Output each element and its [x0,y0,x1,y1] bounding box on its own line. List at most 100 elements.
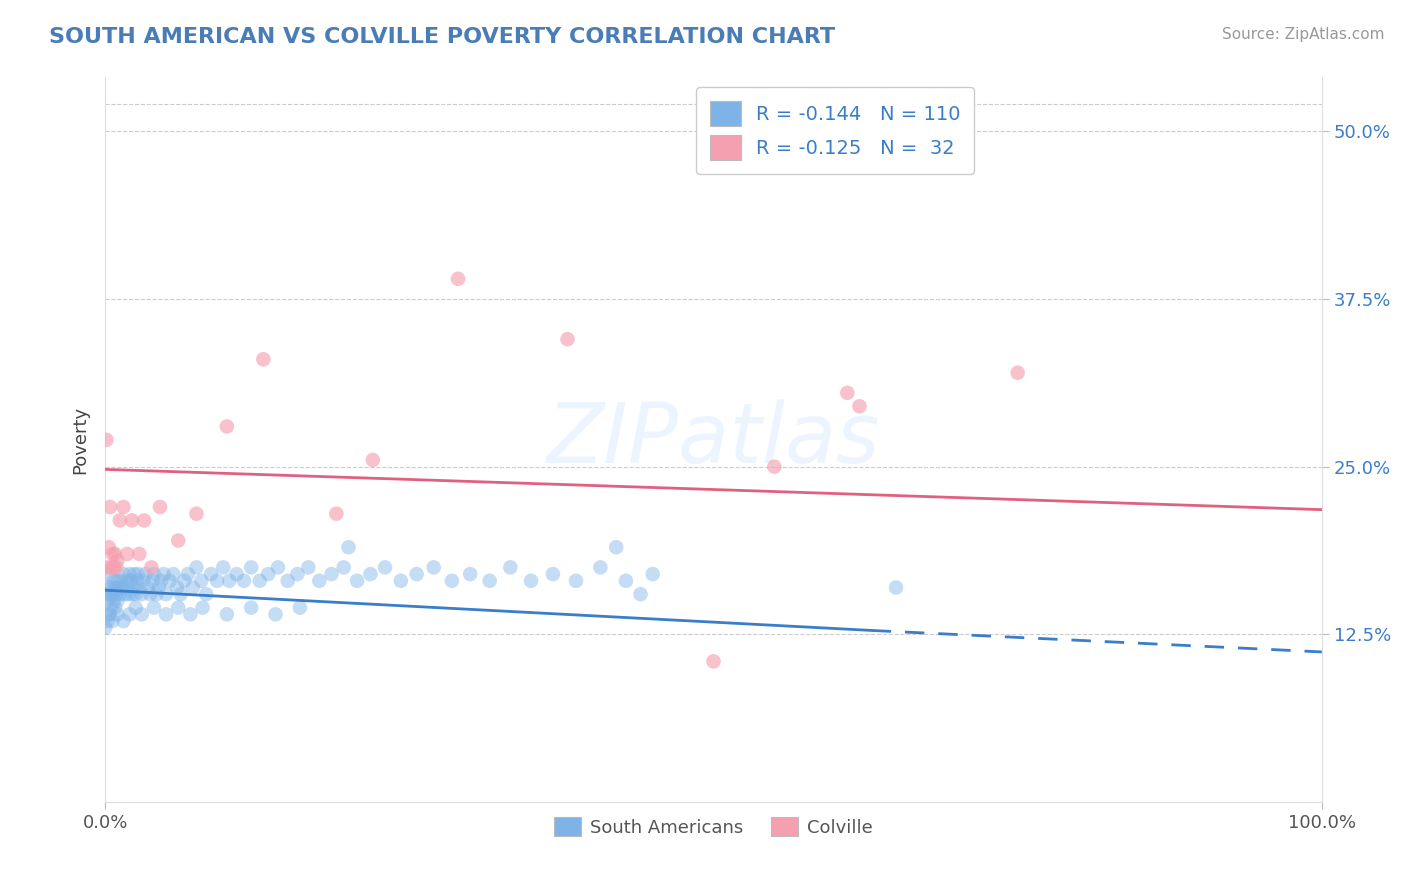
Point [97,581,120,595]
Point [127,567,149,582]
Point [115,547,138,561]
Point [114,587,136,601]
Point [152,567,174,582]
Point [541,567,564,582]
Point [191,600,214,615]
Point [115,574,138,588]
Point [167,533,190,548]
Point [110,574,132,588]
Point [139,587,162,601]
Point [104,600,127,615]
Point [105,554,128,568]
Point [118,567,141,582]
Point [128,581,150,595]
Point [763,459,786,474]
Point [346,574,368,588]
Point [125,574,148,588]
Point [218,574,240,588]
Point [212,560,235,574]
Point [405,567,427,582]
Point [112,614,135,628]
Point [98,587,121,601]
Point [177,567,200,582]
Point [108,513,131,527]
Point [97,560,120,574]
Legend: South Americans, Colville: South Americans, Colville [547,810,880,844]
Point [557,332,579,346]
Point [499,560,522,574]
Point [848,399,870,413]
Point [104,581,127,595]
Point [186,507,208,521]
Point [105,560,128,574]
Point [124,600,146,615]
Point [288,600,311,615]
Point [240,560,263,574]
Point [97,567,120,582]
Point [297,560,319,574]
Point [215,607,238,622]
Point [142,600,165,615]
Point [614,574,637,588]
Point [101,547,124,561]
Point [337,540,360,554]
Point [100,581,122,595]
Point [1007,366,1029,380]
Point [173,574,195,588]
Point [169,587,191,601]
Point [148,581,170,595]
Point [141,560,163,574]
Point [136,581,159,595]
Point [232,574,254,588]
Point [308,574,330,588]
Point [240,600,263,615]
Point [215,419,238,434]
Point [478,574,501,588]
Point [118,607,141,622]
Point [98,607,121,622]
Point [94,587,117,601]
Point [702,654,724,668]
Point [389,574,412,588]
Point [605,540,627,554]
Point [105,594,128,608]
Point [142,574,165,588]
Point [112,500,135,514]
Point [195,587,218,601]
Point [131,587,153,601]
Point [361,453,384,467]
Point [181,581,204,595]
Point [641,567,664,582]
Point [107,581,129,595]
Point [155,607,177,622]
Point [96,594,118,608]
Point [264,607,287,622]
Point [121,587,143,601]
Point [121,513,143,527]
Point [374,560,396,574]
Point [103,574,125,588]
Point [200,567,222,582]
Point [134,513,156,527]
Point [115,581,138,595]
Point [145,587,167,601]
Point [257,567,280,582]
Point [142,567,165,582]
Point [94,621,117,635]
Point [166,581,188,595]
Point [97,607,120,622]
Point [98,500,121,514]
Point [103,594,125,608]
Point [159,574,181,588]
Point [97,614,120,628]
Text: SOUTH AMERICAN VS COLVILLE POVERTY CORRELATION CHART: SOUTH AMERICAN VS COLVILLE POVERTY CORRE… [49,27,835,46]
Point [447,272,470,286]
Point [277,574,299,588]
Point [112,567,135,582]
Point [120,574,142,588]
Point [179,607,201,622]
Point [325,507,347,521]
Point [122,581,145,595]
Point [422,560,444,574]
Point [186,560,208,574]
